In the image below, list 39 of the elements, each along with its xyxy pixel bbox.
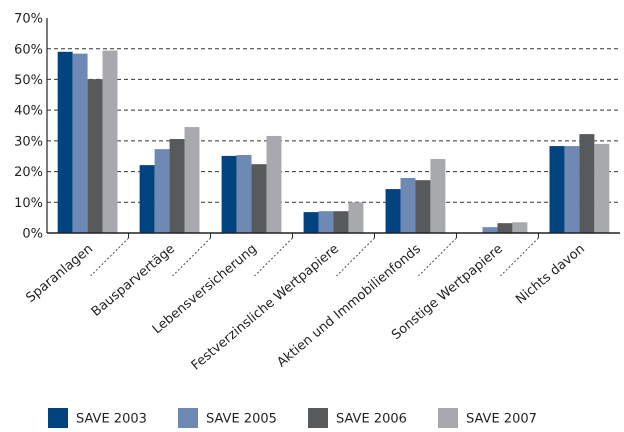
bar	[222, 156, 237, 233]
legend-label: SAVE 2003	[76, 412, 147, 427]
bar	[594, 144, 610, 233]
y-tick-label: 60%	[14, 42, 43, 58]
bar	[430, 158, 446, 233]
y-tick-label: 0%	[22, 226, 43, 242]
bar	[386, 189, 401, 233]
y-tick-label: 20%	[14, 165, 43, 180]
bar	[304, 212, 319, 233]
legend-label: SAVE 2006	[336, 412, 407, 427]
bar	[512, 222, 528, 233]
bar	[318, 211, 334, 233]
bar	[154, 149, 170, 233]
bar	[348, 202, 364, 233]
y-tick-label: 70%	[14, 12, 43, 27]
bar	[482, 227, 498, 233]
bar	[58, 52, 73, 233]
bar	[415, 180, 430, 233]
bar	[102, 50, 118, 233]
legend-label: SAVE 2005	[206, 412, 277, 427]
bar	[88, 79, 103, 233]
bar	[497, 223, 512, 233]
legend-label: SAVE 2007	[466, 412, 537, 427]
bar	[140, 165, 155, 233]
y-tick-label: 50%	[14, 72, 43, 88]
y-tick-label: 30%	[14, 134, 43, 150]
bar	[236, 154, 252, 233]
bar	[564, 146, 580, 233]
y-tick-label: 10%	[14, 196, 43, 211]
y-tick-label: 40%	[14, 104, 43, 119]
bar	[252, 164, 266, 233]
bar	[72, 54, 88, 233]
bar	[550, 146, 564, 233]
bar	[400, 178, 416, 233]
bar	[170, 139, 185, 233]
bar	[579, 134, 594, 233]
bar	[184, 127, 200, 233]
bar	[334, 211, 348, 233]
bar	[266, 136, 282, 233]
